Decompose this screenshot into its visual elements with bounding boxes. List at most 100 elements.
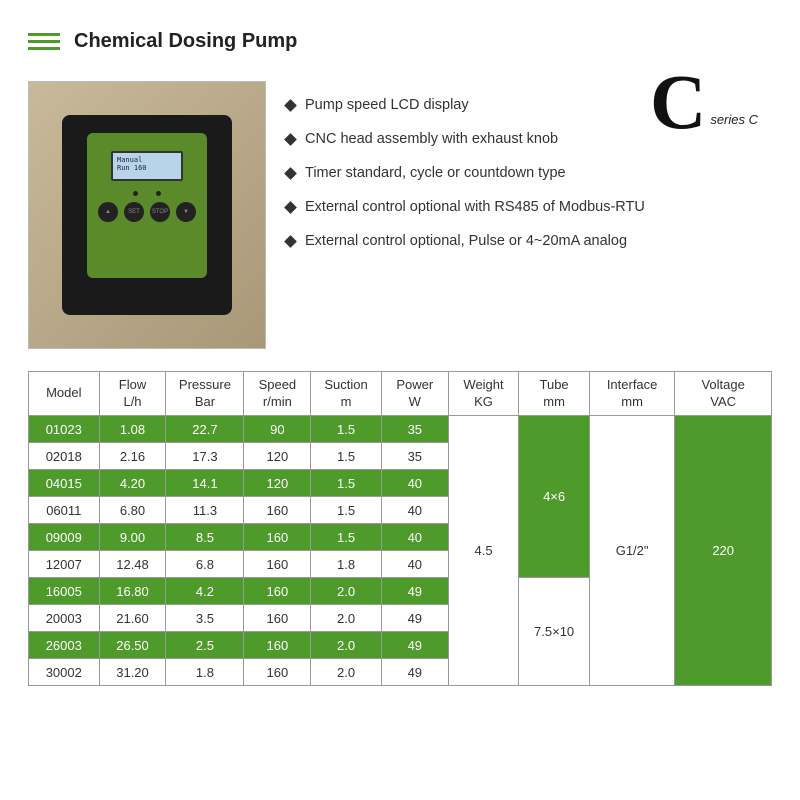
cell: 9.00 xyxy=(99,524,166,551)
cell: 02018 xyxy=(29,443,100,470)
cell: 06011 xyxy=(29,497,100,524)
cell: 6.8 xyxy=(166,551,244,578)
cell: 35 xyxy=(381,443,448,470)
col-header: Interfacemm xyxy=(589,372,674,416)
pump-btn-set: SET xyxy=(124,202,144,222)
pump-face: Manual Run 160 ▲ SET STOP ▼ xyxy=(87,133,207,278)
cell: 12007 xyxy=(29,551,100,578)
page-title: Chemical Dosing Pump xyxy=(74,30,297,53)
cell: 2.16 xyxy=(99,443,166,470)
cell: 14.1 xyxy=(166,470,244,497)
cell: 16005 xyxy=(29,578,100,605)
cell: 160 xyxy=(244,551,311,578)
col-header: PowerW xyxy=(381,372,448,416)
col-header: Suctionm xyxy=(311,372,382,416)
cell: 17.3 xyxy=(166,443,244,470)
pump-btn-down: ▼ xyxy=(176,202,196,222)
lcd-line1: Manual xyxy=(117,156,177,164)
cell: 22.7 xyxy=(166,416,244,443)
table-row: 010231.0822.7901.5354.54×6G1/2"220 xyxy=(29,416,772,443)
cell: 120 xyxy=(244,443,311,470)
pump-buttons: ▲ SET STOP ▼ xyxy=(97,202,197,222)
diamond-icon xyxy=(284,99,297,112)
cell: 2.0 xyxy=(311,659,382,686)
cell: 2.0 xyxy=(311,605,382,632)
cell: 16.80 xyxy=(99,578,166,605)
cell: 26003 xyxy=(29,632,100,659)
cell: 2.0 xyxy=(311,578,382,605)
feature-text: Timer standard, cycle or countdown type xyxy=(305,165,566,181)
feature-item: Timer standard, cycle or countdown type xyxy=(286,165,772,181)
cell: 160 xyxy=(244,632,311,659)
feature-item: External control optional with RS485 of … xyxy=(286,199,772,215)
cell: 40 xyxy=(381,551,448,578)
cell: 2.5 xyxy=(166,632,244,659)
cell: 1.5 xyxy=(311,443,382,470)
col-header: Tubemm xyxy=(519,372,590,416)
cell: 1.8 xyxy=(311,551,382,578)
cell: 40 xyxy=(381,470,448,497)
cell: 49 xyxy=(381,632,448,659)
cell: 30002 xyxy=(29,659,100,686)
cell: 160 xyxy=(244,659,311,686)
col-header: FlowL/h xyxy=(99,372,166,416)
col-header: Model xyxy=(29,372,100,416)
pump-body: Manual Run 160 ▲ SET STOP ▼ xyxy=(62,115,232,315)
cell: 1.5 xyxy=(311,524,382,551)
series-label: series C xyxy=(710,112,758,127)
cell: 21.60 xyxy=(99,605,166,632)
pump-lcd: Manual Run 160 xyxy=(111,151,183,181)
lcd-line2: Run 160 xyxy=(117,164,177,172)
cell-interface: G1/2" xyxy=(589,416,674,686)
series-letter: C xyxy=(650,71,706,133)
product-photo: Manual Run 160 ▲ SET STOP ▼ xyxy=(28,81,266,349)
cell: 1.5 xyxy=(311,470,382,497)
cell: 90 xyxy=(244,416,311,443)
table-header-row: ModelFlowL/hPressureBarSpeedr/minSuction… xyxy=(29,372,772,416)
cell: 160 xyxy=(244,497,311,524)
cell: 4.2 xyxy=(166,578,244,605)
cell: 1.5 xyxy=(311,497,382,524)
diamond-icon xyxy=(284,167,297,180)
col-header: VoltageVAC xyxy=(675,372,772,416)
col-header: PressureBar xyxy=(166,372,244,416)
diamond-icon xyxy=(284,133,297,146)
content-row: Manual Run 160 ▲ SET STOP ▼ C series C P… xyxy=(28,81,772,349)
pump-leds xyxy=(95,191,199,196)
cell: 35 xyxy=(381,416,448,443)
cell: 1.5 xyxy=(311,416,382,443)
cell-weight: 4.5 xyxy=(448,416,519,686)
feature-text: External control optional with RS485 of … xyxy=(305,199,645,215)
cell: 40 xyxy=(381,524,448,551)
diamond-icon xyxy=(284,235,297,248)
feature-item: External control optional, Pulse or 4~20… xyxy=(286,233,772,249)
cell: 1.08 xyxy=(99,416,166,443)
cell: 4.20 xyxy=(99,470,166,497)
spec-table: ModelFlowL/hPressureBarSpeedr/minSuction… xyxy=(28,371,772,686)
header: Chemical Dosing Pump xyxy=(28,30,772,53)
cell: 26.50 xyxy=(99,632,166,659)
cell: 40 xyxy=(381,497,448,524)
col-header: Speedr/min xyxy=(244,372,311,416)
diamond-icon xyxy=(284,201,297,214)
cell: 12.48 xyxy=(99,551,166,578)
cell: 09009 xyxy=(29,524,100,551)
cell: 8.5 xyxy=(166,524,244,551)
cell: 160 xyxy=(244,524,311,551)
cell: 6.80 xyxy=(99,497,166,524)
cell: 01023 xyxy=(29,416,100,443)
cell: 120 xyxy=(244,470,311,497)
cell-tube: 4×6 xyxy=(519,416,590,578)
cell: 20003 xyxy=(29,605,100,632)
col-header: WeightKG xyxy=(448,372,519,416)
hamburger-icon xyxy=(28,33,60,50)
features-panel: C series C Pump speed LCD displayCNC hea… xyxy=(286,81,772,349)
cell: 49 xyxy=(381,659,448,686)
cell: 31.20 xyxy=(99,659,166,686)
cell: 04015 xyxy=(29,470,100,497)
pump-btn-stop: STOP xyxy=(150,202,170,222)
feature-text: CNC head assembly with exhaust knob xyxy=(305,131,558,147)
cell: 160 xyxy=(244,578,311,605)
pump-btn-up: ▲ xyxy=(98,202,118,222)
cell-tube: 7.5×10 xyxy=(519,578,590,686)
